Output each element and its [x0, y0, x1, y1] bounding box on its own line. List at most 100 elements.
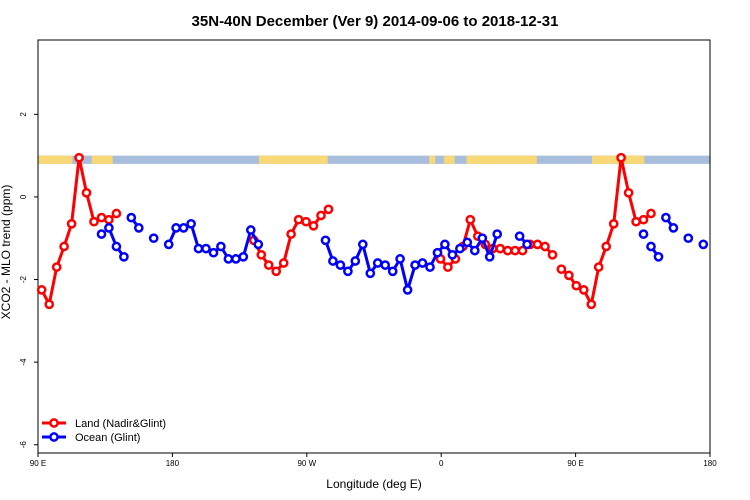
legend-label: Land (Nadir&Glint)	[75, 418, 166, 430]
x-axis: 90 E 180 90 W 0 90 E 180	[30, 453, 717, 468]
y-axis: 2 0 -2 -4 -6	[19, 112, 38, 449]
data-point	[208, 247, 219, 258]
data-point	[380, 260, 391, 270]
data-point	[638, 229, 649, 239]
data-point	[668, 223, 679, 233]
data-point	[683, 233, 694, 244]
data-point	[201, 243, 211, 254]
data-point	[216, 241, 226, 252]
series-ocean	[96, 212, 709, 295]
data-point	[465, 214, 476, 225]
land-bar-segment	[466, 155, 537, 164]
legend-marker	[49, 432, 59, 442]
land-bar-segment	[38, 155, 73, 164]
data-point	[293, 214, 304, 225]
data-point	[578, 285, 589, 295]
x-tick-label: 180	[703, 459, 717, 468]
data-point	[517, 245, 528, 256]
data-point	[372, 258, 383, 268]
data-point	[263, 260, 274, 270]
data-point	[301, 216, 311, 227]
legend-label: Ocean (Glint)	[75, 432, 140, 444]
data-point	[96, 212, 107, 223]
data-point	[447, 249, 458, 260]
data-point	[133, 223, 144, 233]
data-point	[402, 285, 413, 295]
ocean-bar	[38, 155, 710, 164]
data-point	[231, 254, 241, 264]
data-point	[186, 218, 196, 229]
data-point	[646, 208, 656, 219]
x-tick-label: 90 W	[297, 459, 316, 468]
data-point	[111, 208, 122, 219]
data-point	[623, 187, 634, 198]
land-bar-segment	[429, 155, 436, 164]
x-tick-label: 90 E	[567, 459, 583, 468]
y-tick-label: 0	[19, 194, 28, 199]
data-point	[316, 210, 326, 221]
series-land	[36, 152, 656, 310]
series-line	[560, 156, 638, 306]
data-point	[44, 299, 55, 310]
data-point	[343, 266, 353, 277]
data-point	[601, 241, 612, 252]
data-point	[104, 214, 114, 225]
data-point	[631, 216, 641, 227]
data-point	[51, 262, 62, 272]
data-point	[425, 262, 435, 272]
data-point	[126, 212, 137, 223]
data-point	[193, 243, 204, 254]
data-point	[586, 299, 597, 310]
data-point	[89, 216, 99, 227]
series-line	[40, 156, 103, 306]
data-point	[532, 239, 543, 250]
data-point	[593, 262, 604, 272]
data-point	[469, 245, 480, 256]
data-point	[256, 249, 267, 260]
land-bar-segment	[91, 155, 113, 164]
data-point	[111, 241, 122, 252]
x-tick-label: 180	[166, 459, 180, 468]
data-point	[698, 239, 709, 250]
x-axis-label: Longitude (deg E)	[326, 477, 421, 491]
data-point	[417, 258, 428, 268]
data-point	[432, 247, 443, 258]
x-tick-label: 0	[439, 459, 444, 468]
data-point	[308, 220, 319, 231]
data-point	[608, 218, 619, 229]
x-tick-label: 90 E	[30, 459, 46, 468]
data-point	[119, 251, 129, 262]
data-point	[163, 239, 174, 250]
data-point	[36, 285, 47, 295]
data-point	[104, 223, 114, 233]
data-point	[477, 233, 488, 244]
data-point	[661, 212, 671, 223]
data-point	[66, 218, 77, 229]
land-bar-segment	[444, 155, 455, 164]
data-point	[365, 268, 376, 279]
data-point	[564, 270, 574, 281]
data-point	[148, 233, 159, 244]
data-point	[484, 251, 495, 262]
data-point	[81, 187, 92, 198]
data-point	[223, 254, 234, 264]
data-point	[410, 260, 420, 270]
data-point	[253, 239, 264, 250]
land-ocean-bar	[38, 155, 710, 164]
data-point	[646, 241, 656, 252]
data-point	[455, 243, 465, 254]
data-point	[556, 264, 567, 275]
y-tick-label: -6	[19, 441, 28, 449]
chart-title: 35N-40N December (Ver 9) 2014-09-06 to 2…	[192, 13, 559, 30]
data-point	[245, 225, 256, 235]
data-point	[510, 245, 520, 256]
data-point	[323, 204, 334, 215]
data-point	[492, 229, 503, 239]
data-point	[350, 256, 361, 266]
data-point	[638, 214, 649, 225]
data-point	[96, 229, 107, 239]
data-point	[540, 241, 550, 252]
data-point	[335, 260, 346, 270]
data-point	[59, 241, 69, 252]
data-point	[653, 251, 664, 262]
